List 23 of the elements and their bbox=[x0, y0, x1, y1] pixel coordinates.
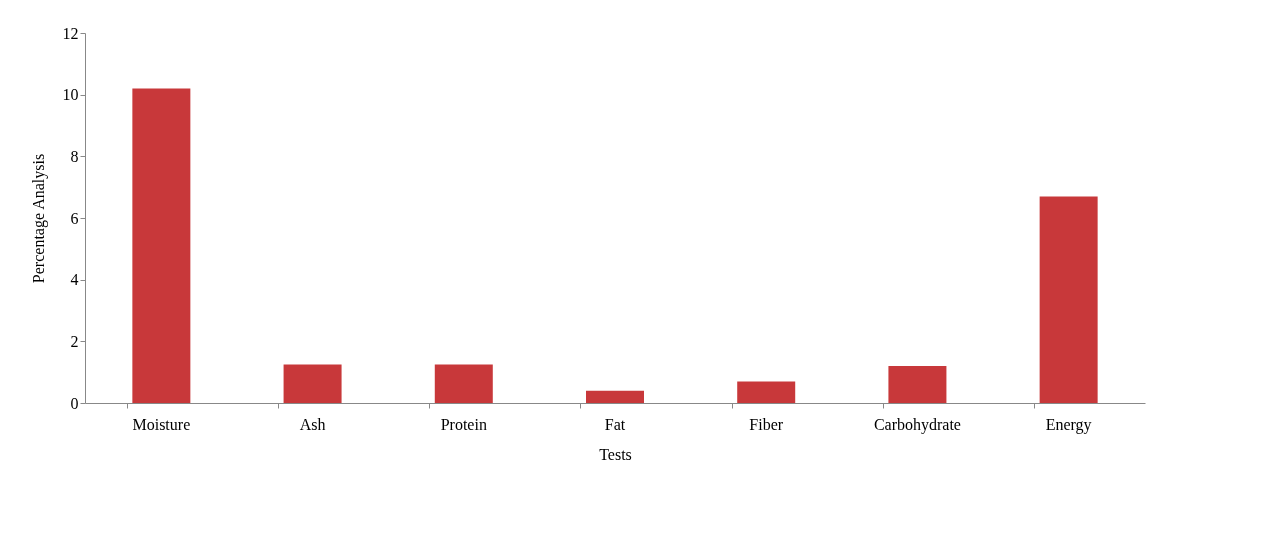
y-tick-label: 8 bbox=[70, 147, 79, 165]
x-tick-label: Carbohydrate bbox=[873, 415, 961, 434]
y-tick-label: 0 bbox=[70, 394, 79, 412]
bar bbox=[434, 364, 493, 403]
y-tick-label: 4 bbox=[70, 271, 79, 289]
x-tick-label: Protein bbox=[440, 415, 487, 433]
bar bbox=[888, 366, 947, 403]
x-tick-label: Fat bbox=[604, 415, 626, 433]
y-tick-label: 10 bbox=[62, 86, 79, 104]
x-tick-label: Fiber bbox=[749, 415, 784, 433]
x-axis-title: Tests bbox=[599, 445, 632, 463]
bar bbox=[737, 381, 796, 403]
x-tick-label: Moisture bbox=[132, 415, 191, 433]
y-tick-label: 6 bbox=[70, 209, 79, 227]
y-axis-title: Percentage Analysis bbox=[29, 153, 48, 284]
y-tick-label: 2 bbox=[70, 332, 79, 350]
x-tick-label: Energy bbox=[1045, 415, 1092, 434]
bar bbox=[586, 390, 644, 403]
bar bbox=[283, 364, 342, 403]
bar bbox=[1039, 196, 1098, 403]
bar bbox=[132, 88, 191, 403]
y-tick-label: 12 bbox=[62, 24, 79, 42]
x-tick-label: Ash bbox=[299, 415, 326, 433]
